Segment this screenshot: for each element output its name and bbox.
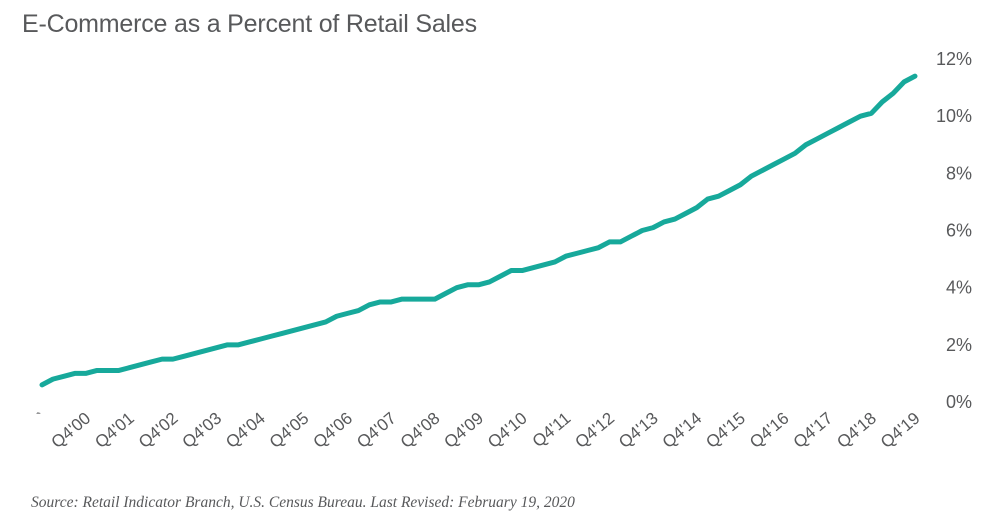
x-tick-label: Q4'07: [353, 409, 400, 452]
x-tick-label: Q4'13: [615, 409, 662, 452]
x-tick-label: Q4'18: [833, 409, 880, 452]
x-tick-label: Q4'02: [135, 409, 182, 452]
y-tick-label: 6%: [946, 221, 972, 241]
x-tick-label: Q4'01: [91, 409, 138, 452]
x-tick-label: Q4'14: [659, 409, 706, 452]
x-tick-label: Q4'15: [702, 409, 749, 452]
y-tick-label: 12%: [936, 49, 972, 69]
x-tick-label: Q4'16: [746, 409, 793, 452]
x-tick-label: `: [34, 409, 51, 427]
x-tick-label: Q4'08: [397, 409, 444, 452]
chart-title: E-Commerce as a Percent of Retail Sales: [22, 10, 477, 38]
y-tick-label: 2%: [946, 335, 972, 355]
y-tick-label: 4%: [946, 278, 972, 298]
y-tick-label: 8%: [946, 163, 972, 183]
x-tick-label: Q4'03: [179, 409, 226, 452]
x-tick-label: Q4'10: [484, 409, 531, 452]
source-note: Source: Retail Indicator Branch, U.S. Ce…: [31, 494, 575, 511]
x-axis-ticks: `Q4'00Q4'01Q4'02Q4'03Q4'04Q4'05Q4'06Q4'0…: [34, 409, 924, 452]
x-tick-label: Q4'12: [571, 409, 618, 452]
x-tick-label: Q4'11: [529, 409, 575, 452]
x-tick-label: Q4'00: [48, 409, 95, 452]
y-tick-label: 10%: [936, 106, 972, 126]
x-tick-label: Q4'19: [877, 409, 924, 452]
x-tick-label: Q4'04: [222, 409, 269, 452]
y-tick-label: 0%: [946, 392, 972, 412]
y-axis-ticks: 0% 2% 4% 6% 8% 10% 12%: [936, 49, 972, 412]
x-tick-label: Q4'06: [310, 409, 357, 452]
x-tick-label: Q4'09: [441, 409, 488, 452]
x-tick-label: Q4'05: [266, 409, 313, 452]
series-line: [39, 73, 918, 388]
x-tick-label: Q4'17: [790, 409, 837, 452]
